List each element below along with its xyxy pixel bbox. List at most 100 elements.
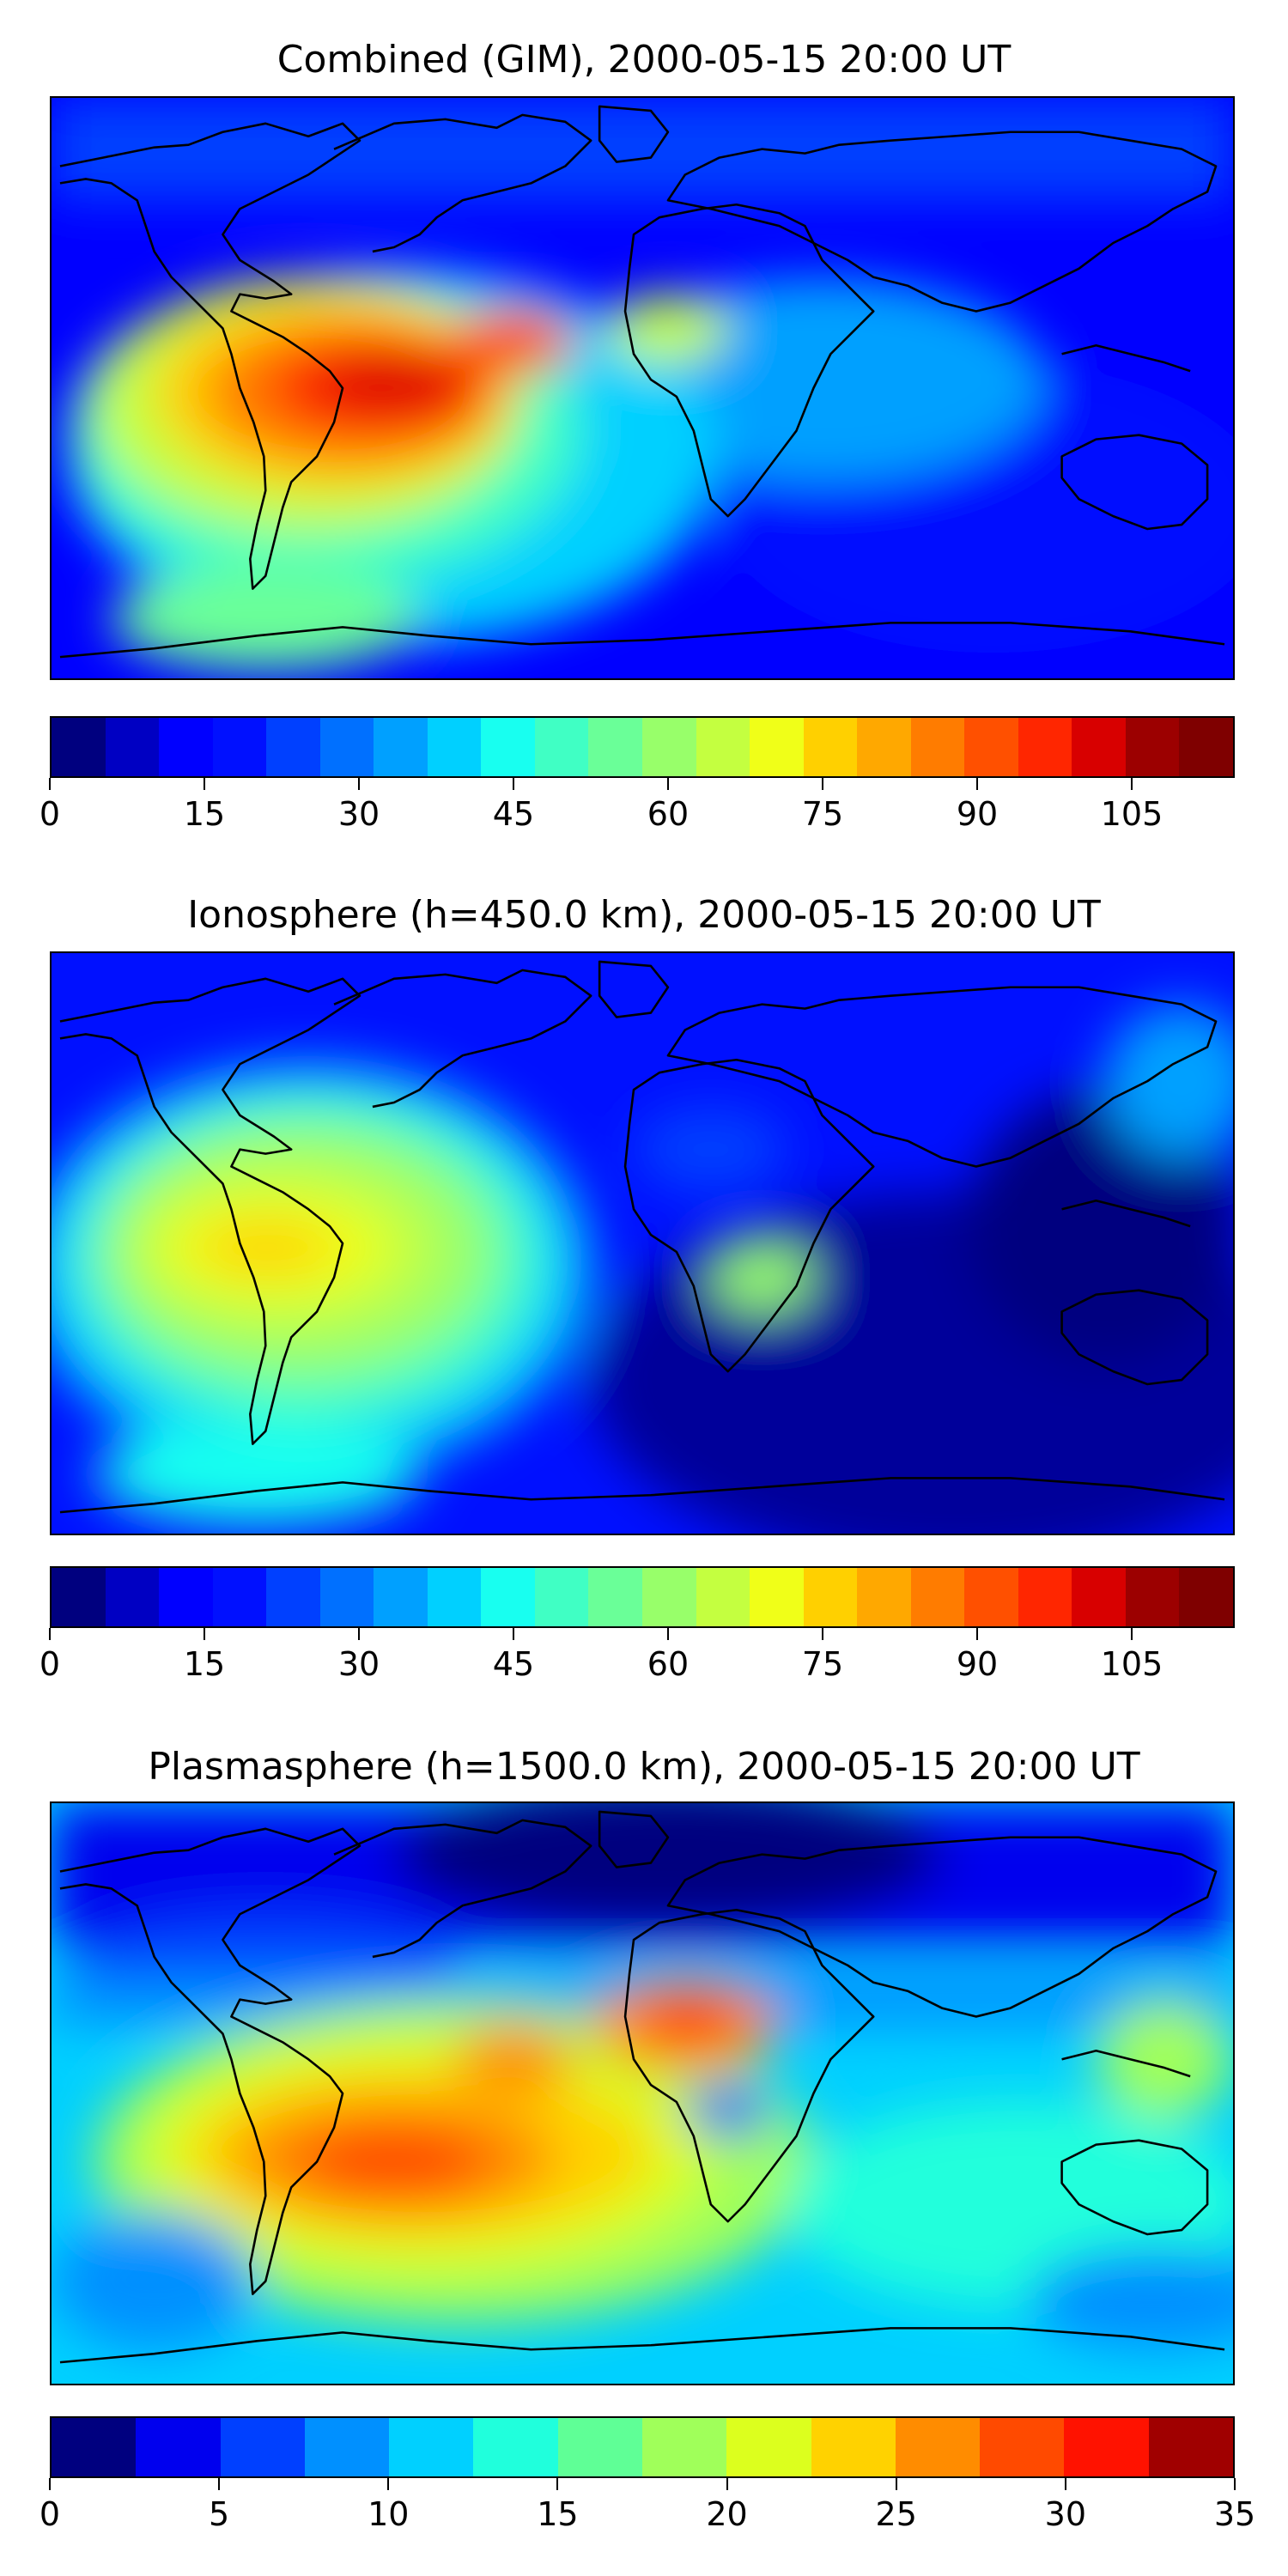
colorbar-tick-label: 30 xyxy=(337,795,380,833)
colorbar-segment xyxy=(1179,1568,1233,1626)
colorbar-segment xyxy=(212,718,267,776)
colorbar-tick-label: 10 xyxy=(368,2495,410,2533)
colorbar-segment xyxy=(910,1568,965,1626)
colorbar-segment xyxy=(319,718,374,776)
colorbar-tick-mark xyxy=(358,1628,360,1640)
colorbar-segment xyxy=(481,718,535,776)
colorbar-segment xyxy=(641,2418,727,2476)
colorbar-tick-label: 90 xyxy=(956,795,999,833)
colorbar-segment xyxy=(910,718,965,776)
colorbar-tick-label: 45 xyxy=(492,795,535,833)
colorbar-segment xyxy=(473,2418,558,2476)
colorbar-tick-mark xyxy=(1234,2478,1236,2490)
colorbar-segment xyxy=(266,1568,320,1626)
colorbar-segment xyxy=(52,2418,137,2476)
colorbar-segment xyxy=(964,1568,1018,1626)
colorbar-tick-mark xyxy=(1130,778,1133,790)
colorbar-segment xyxy=(52,1568,106,1626)
colorbar-segment xyxy=(588,1568,643,1626)
colorbar-segment xyxy=(857,1568,911,1626)
colorbar-tick-mark xyxy=(976,778,978,790)
colorbar-segment xyxy=(159,1568,213,1626)
colorbar-tick-mark xyxy=(512,1628,514,1640)
colorbar-segment xyxy=(857,718,911,776)
colorbar-tick-mark xyxy=(204,1628,205,1640)
colorbar-tick-label: 35 xyxy=(1213,2495,1256,2533)
colorbar-segment xyxy=(1072,718,1126,776)
tec-map-plasmasphere xyxy=(50,1801,1235,2385)
colorbar-segment xyxy=(105,718,160,776)
colorbar-ticks-combined: 0 15 30 45 60 75 90 105 xyxy=(39,778,1235,833)
colorbar-segment xyxy=(1072,1568,1126,1626)
colorbar-segment xyxy=(534,1568,589,1626)
colorbar-tick-label: 30 xyxy=(337,1645,380,1683)
map-svg-combined xyxy=(52,98,1233,678)
colorbar-tick-mark xyxy=(976,1628,978,1640)
colorbar-tick-mark xyxy=(1064,2478,1066,2490)
colorbar-tick-mark xyxy=(49,778,51,790)
colorbar-tick-mark xyxy=(358,778,360,790)
map-svg-plasmasphere xyxy=(52,1803,1233,2384)
colorbar-ticks-plasmasphere: 0 5 10 15 20 25 30 35 xyxy=(39,2478,1255,2533)
colorbar-segment xyxy=(266,718,320,776)
colorbar-tick-mark xyxy=(387,2478,390,2490)
map-svg-ionosphere xyxy=(52,953,1233,1534)
colorbar-tick-label: 45 xyxy=(492,1645,535,1683)
colorbar-ticks-ionosphere: 0 15 30 45 60 75 90 105 xyxy=(39,1628,1235,1683)
colorbar-tick-label: 105 xyxy=(1100,795,1163,833)
colorbar-segment xyxy=(1064,2418,1149,2476)
colorbar-plasmasphere xyxy=(50,2416,1235,2478)
colorbar-tick-mark xyxy=(1130,1628,1133,1640)
colorbar-segment xyxy=(427,1568,482,1626)
colorbar-segment xyxy=(964,718,1018,776)
colorbar-segment xyxy=(159,718,213,776)
colorbar-segment xyxy=(427,718,482,776)
colorbar-segment xyxy=(1148,2418,1233,2476)
colorbar-tick-label: 15 xyxy=(537,2495,579,2533)
colorbar-combined xyxy=(50,716,1235,778)
colorbar-tick-label: 5 xyxy=(209,2495,230,2533)
colorbar-tick-label: 0 xyxy=(39,795,61,833)
colorbar-segment xyxy=(52,718,106,776)
tec-map-ionosphere xyxy=(50,951,1235,1535)
colorbar-tick-mark xyxy=(822,1628,823,1640)
colorbar-tick-label: 90 xyxy=(956,1645,999,1683)
colorbar-segment xyxy=(750,1568,804,1626)
colorbar-tick-label: 0 xyxy=(39,2495,61,2533)
colorbar-tick-label: 105 xyxy=(1100,1645,1163,1683)
colorbar-segment xyxy=(1018,1568,1072,1626)
colorbar-segment xyxy=(136,2418,221,2476)
colorbar-segment xyxy=(895,2418,981,2476)
tec-map-combined xyxy=(50,96,1235,680)
colorbar-tick-label: 60 xyxy=(647,795,690,833)
colorbar-segment xyxy=(588,718,643,776)
map-title-plasmasphere: Plasmasphere (h=1500.0 km), 2000-05-15 2… xyxy=(148,1745,1140,1789)
colorbar-segment xyxy=(696,718,750,776)
colorbar-segment xyxy=(374,1568,428,1626)
colorbar-segment xyxy=(980,2418,1065,2476)
colorbar-tick-mark xyxy=(726,2478,728,2490)
colorbar-ionosphere xyxy=(50,1566,1235,1628)
colorbar-segment xyxy=(1125,1568,1180,1626)
colorbar-tick-mark xyxy=(822,778,823,790)
colorbar-tick-label: 0 xyxy=(39,1645,61,1683)
colorbar-tick-mark xyxy=(556,2478,559,2490)
colorbar-segment xyxy=(696,1568,750,1626)
colorbar-segment xyxy=(726,2418,811,2476)
colorbar-tick-label: 30 xyxy=(1044,2495,1087,2533)
colorbar-tick-mark xyxy=(512,778,514,790)
colorbar-tick-mark xyxy=(204,778,205,790)
colorbar-segment xyxy=(374,718,428,776)
colorbar-segment xyxy=(557,2418,642,2476)
colorbar-segment xyxy=(803,1568,858,1626)
colorbar-tick-label: 20 xyxy=(706,2495,748,2533)
colorbar-segment xyxy=(389,2418,474,2476)
colorbar-tick-mark xyxy=(49,1628,51,1640)
colorbar-tick-mark xyxy=(218,2478,221,2490)
colorbar-segment xyxy=(642,718,696,776)
colorbar-segment xyxy=(212,1568,267,1626)
colorbar-tick-label: 75 xyxy=(801,795,844,833)
colorbar-segment xyxy=(1179,718,1233,776)
colorbar-tick-mark xyxy=(666,778,669,790)
colorbar-segment xyxy=(1125,718,1180,776)
